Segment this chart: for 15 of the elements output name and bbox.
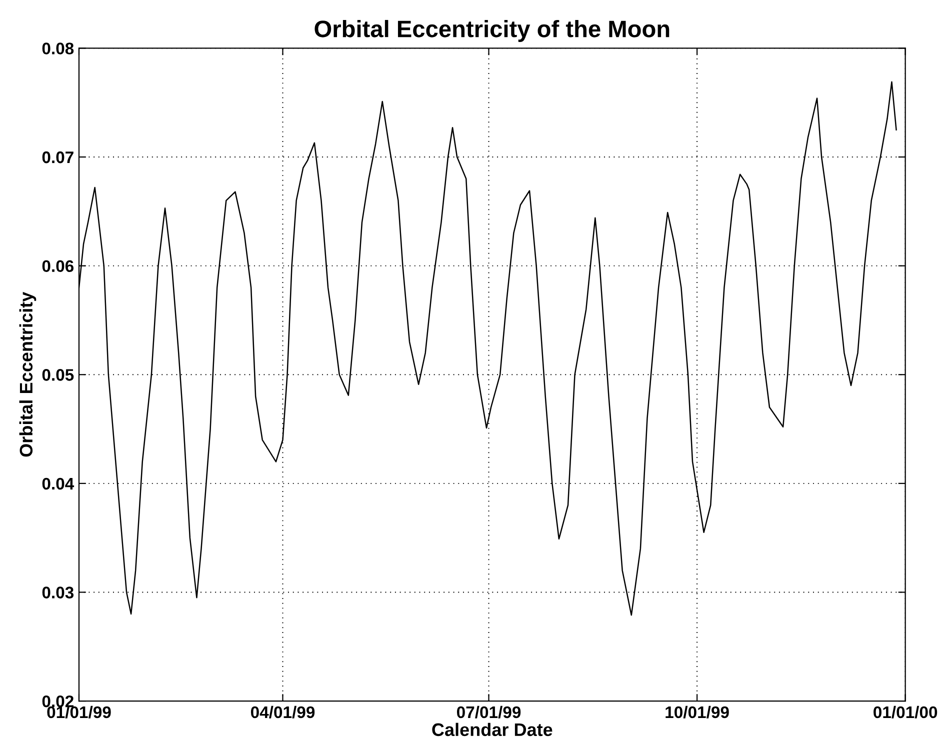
- y-tick-label: 0.04: [42, 478, 74, 490]
- y-tick-label: 0.05: [42, 369, 74, 381]
- x-tick-label: 01/01/00: [874, 706, 938, 718]
- x-tick-label: 01/01/99: [47, 706, 111, 718]
- x-tick-label: 10/01/99: [666, 706, 729, 718]
- y-tick-label: 0.03: [42, 586, 74, 598]
- x-tick-label: 07/01/99: [456, 706, 521, 718]
- y-tick-label: 0.02: [42, 695, 74, 708]
- x-tick-label: 04/01/99: [250, 706, 315, 718]
- x-axis-title: Calendar Date: [432, 722, 552, 736]
- y-tick-label: 0.07: [42, 151, 74, 164]
- chart-title: Orbital Eccentricity of the Moon: [314, 20, 670, 42]
- y-tick-label: 0.08: [42, 42, 74, 54]
- y-tick-label: 0.06: [42, 260, 74, 272]
- y-axis-title: Orbital Eccentricity: [19, 292, 36, 457]
